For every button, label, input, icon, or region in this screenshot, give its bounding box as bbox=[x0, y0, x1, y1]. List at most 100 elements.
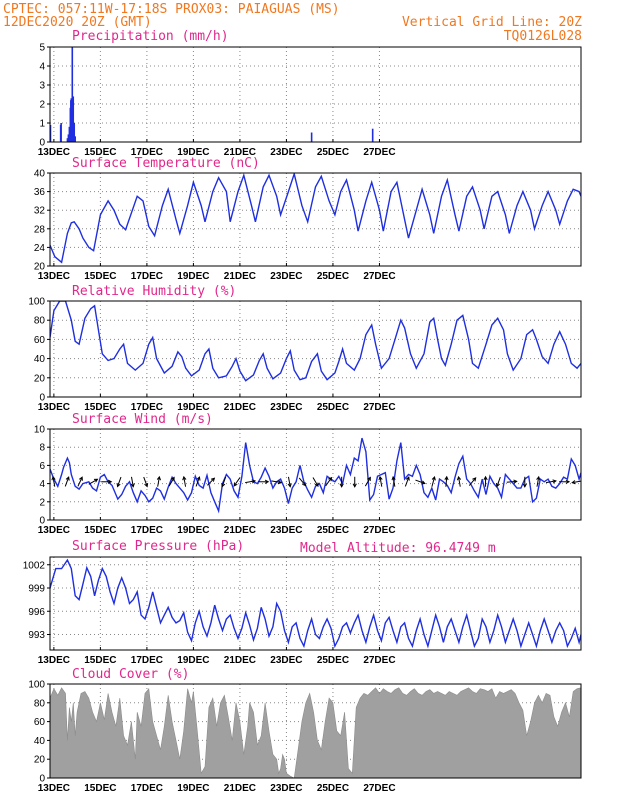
temperature-x-tick: 27DEC bbox=[363, 271, 395, 282]
wind-arrow-shaft bbox=[468, 477, 477, 486]
wind-arrow bbox=[444, 475, 449, 487]
wind-arrow-shaft bbox=[536, 476, 540, 487]
precipitation-x-tick: 13DEC bbox=[38, 147, 70, 158]
wind-arrow-shaft bbox=[221, 476, 227, 487]
wind-arrow-shaft bbox=[506, 480, 517, 483]
wind-y-tick: 2 bbox=[39, 497, 45, 508]
cloud-cover-y-tick: 20 bbox=[34, 755, 46, 766]
wind-arrow-shaft bbox=[233, 477, 241, 487]
wind-arrow-shaft bbox=[131, 476, 134, 487]
wind-arrow-head bbox=[421, 480, 426, 485]
wind-arrow bbox=[51, 475, 56, 487]
cloud-cover-y-tick: 80 bbox=[34, 698, 46, 709]
wind-arrow-head bbox=[431, 475, 436, 481]
wind-arrow-head bbox=[51, 475, 56, 481]
temperature-x-tick: 13DEC bbox=[38, 271, 70, 282]
wind-x-tick: 17DEC bbox=[131, 525, 163, 536]
wind-arrow bbox=[506, 479, 518, 484]
cloud-cover-frame bbox=[49, 683, 582, 779]
header-code: TQ0126L028 bbox=[504, 29, 582, 44]
wind-arrow bbox=[483, 475, 488, 487]
wind-arrow bbox=[559, 479, 571, 484]
wind-arrow-shaft bbox=[88, 478, 98, 485]
wind-arrow-head bbox=[93, 478, 99, 483]
wind-data bbox=[50, 437, 581, 514]
wind-arrow bbox=[571, 480, 581, 485]
wind-arrow bbox=[312, 477, 319, 488]
precipitation-y-tick: 0 bbox=[39, 138, 45, 149]
humidity-x-tick: 17DEC bbox=[131, 402, 163, 413]
wind-arrow-head bbox=[79, 476, 83, 481]
humidity-x-tick: 19DEC bbox=[177, 402, 209, 413]
wind-arrow-head bbox=[130, 483, 135, 488]
wind-arrow bbox=[271, 480, 283, 485]
humidity-title: Relative Humidity (%) bbox=[72, 284, 236, 299]
panels: Precipitation (mm/h) 13DEC 15DEC 17DEC 19DEC… bbox=[23, 29, 582, 794]
precipitation-bar bbox=[50, 124, 52, 142]
humidity-x-tick: 25DEC bbox=[317, 402, 349, 413]
panel-humidity: Relative Humidity (%) 13DEC 15DEC 17DEC 19DE… bbox=[28, 284, 582, 413]
wind-arrow-shaft bbox=[404, 476, 410, 487]
wind-arrow bbox=[352, 476, 357, 488]
wind-arrow-shaft bbox=[572, 480, 581, 484]
temperature-frame bbox=[49, 172, 582, 267]
wind-arrow-head bbox=[156, 475, 161, 481]
wind-arrow bbox=[245, 479, 257, 484]
wind-arrow-head bbox=[210, 477, 216, 482]
temperature-y-tick: 28 bbox=[34, 224, 46, 235]
temperature-y-tick: 32 bbox=[34, 206, 46, 217]
cloud-cover-data bbox=[50, 687, 581, 778]
precipitation-y-tick: 5 bbox=[39, 43, 45, 54]
precipitation-title: Precipitation (mm/h) bbox=[72, 29, 229, 44]
header-grid-note: Vertical Grid Line: 20Z bbox=[402, 15, 582, 30]
humidity-y-tick: 100 bbox=[28, 297, 45, 308]
wind-arrow-head bbox=[116, 482, 121, 488]
humidity-x-tick: 27DEC bbox=[363, 402, 395, 413]
pressure-x-tick: 21DEC bbox=[224, 655, 256, 666]
temperature-x-tick: 23DEC bbox=[270, 271, 302, 282]
precipitation-bar bbox=[70, 98, 73, 142]
wind-x-tick: 25DEC bbox=[317, 525, 349, 536]
wind-x-tick: 15DEC bbox=[84, 525, 116, 536]
humidity-x-tick: 23DEC bbox=[270, 402, 302, 413]
cloud-cover-y-tick: 40 bbox=[34, 736, 46, 747]
wind-arrow-shaft bbox=[325, 477, 332, 487]
humidity-x-tick: 13DEC bbox=[38, 402, 70, 413]
wind-arrow-shaft bbox=[168, 477, 175, 487]
wind-arrow-shaft bbox=[52, 476, 56, 487]
precipitation-x-tick: 17DEC bbox=[131, 147, 163, 158]
wind-arrow-shaft bbox=[183, 476, 187, 487]
humidity-y-tick: 40 bbox=[34, 354, 46, 365]
wind-arrow-head bbox=[107, 479, 113, 484]
wind-arrow-shaft bbox=[271, 480, 282, 484]
wind-arrow-head bbox=[328, 476, 333, 482]
wind-arrow-head bbox=[65, 476, 70, 481]
wind-y-tick: 4 bbox=[39, 479, 45, 490]
wind-arrow-head bbox=[352, 483, 357, 488]
wind-arrow bbox=[206, 477, 216, 486]
wind-arrow-head bbox=[472, 477, 477, 482]
precipitation-x-tick: 23DEC bbox=[270, 147, 302, 158]
wind-arrow bbox=[545, 479, 557, 484]
temperature-y-tick: 36 bbox=[34, 187, 46, 198]
wind-arrow-head bbox=[522, 483, 527, 488]
pressure-x-tick: 15DEC bbox=[84, 655, 116, 666]
cloud-cover-y-tick: 100 bbox=[28, 680, 45, 691]
cloud-cover-area bbox=[50, 687, 581, 778]
humidity-y-tick: 20 bbox=[34, 373, 46, 384]
wind-arrow bbox=[391, 475, 396, 487]
wind-arrow-head bbox=[513, 479, 518, 484]
wind-arrow-shaft bbox=[195, 476, 200, 487]
wind-arrow bbox=[287, 476, 292, 488]
wind-x-tick: 13DEC bbox=[38, 525, 70, 536]
wind-x-tick: 23DEC bbox=[270, 525, 302, 536]
wind-x-tick: 27DEC bbox=[363, 525, 395, 536]
wind-arrow bbox=[101, 479, 113, 484]
wind-arrow bbox=[415, 479, 426, 485]
humidity-line bbox=[50, 301, 581, 382]
cloud-cover-x-tick: 27DEC bbox=[363, 783, 395, 794]
precipitation-bar bbox=[67, 134, 70, 142]
wind-arrow-head bbox=[571, 480, 576, 485]
wind-y-tick: 10 bbox=[34, 425, 46, 436]
precipitation-x-tick: 25DEC bbox=[317, 147, 349, 158]
